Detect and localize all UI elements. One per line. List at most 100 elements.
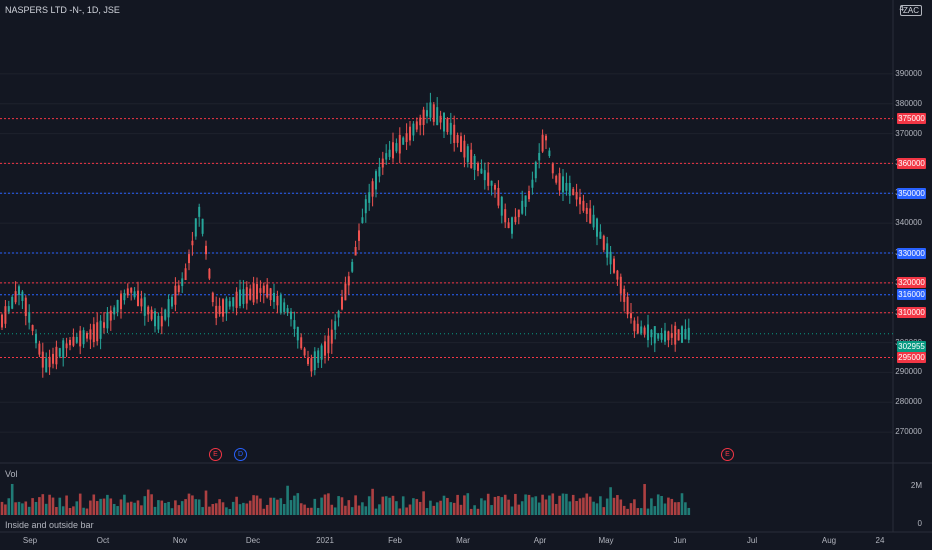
level-price-tag[interactable]: 360000 — [897, 157, 926, 169]
candle-body — [218, 305, 221, 315]
volume-bar — [197, 499, 201, 515]
candle-body — [483, 170, 486, 181]
volume-bar — [684, 502, 687, 515]
candle-body — [222, 299, 224, 317]
volume-bar — [293, 495, 296, 515]
candle-body — [558, 173, 561, 191]
volume-bar — [446, 497, 449, 515]
level-price-tag[interactable]: 350000 — [897, 187, 926, 199]
volume-bar — [157, 500, 160, 515]
candle-body — [79, 330, 82, 347]
volume-bar — [238, 504, 242, 515]
volume-bar — [303, 504, 306, 515]
volume-bar — [514, 493, 517, 515]
volume-bar — [82, 507, 85, 515]
time-tick: Feb — [388, 536, 402, 545]
volume-bar — [503, 494, 507, 515]
volume-bar — [442, 495, 446, 515]
currency-badge[interactable]: ZAC — [900, 5, 922, 16]
volume-bar — [667, 497, 670, 515]
candle-body — [494, 184, 496, 190]
candle-body — [211, 292, 214, 303]
volume-bar — [106, 494, 109, 515]
volume-bar — [510, 506, 514, 515]
candle-body — [21, 291, 24, 301]
candle-body — [592, 214, 595, 228]
time-tick: May — [598, 536, 614, 545]
candle-body — [643, 327, 646, 335]
volume-bar — [21, 503, 24, 515]
candle-body — [453, 124, 456, 143]
volume-bar — [507, 499, 510, 515]
volume-bar — [167, 501, 170, 515]
volume-bar — [592, 501, 595, 515]
volume-bar — [497, 496, 500, 515]
symbol-title[interactable]: NASPERS LTD -N-, 1D, JSE — [5, 5, 120, 15]
volume-bar — [27, 506, 31, 515]
candle-body — [361, 217, 364, 223]
level-price-tag[interactable]: 310000 — [897, 307, 926, 319]
volume-bar — [534, 496, 538, 515]
volume-bar — [262, 508, 266, 515]
candle-body — [31, 325, 34, 331]
volume-bar — [191, 495, 194, 515]
volume-bar — [554, 503, 558, 515]
volume-bar — [374, 508, 378, 515]
price-tick: 380000 — [895, 98, 922, 108]
candle-body — [174, 285, 177, 305]
volume-bar — [384, 496, 388, 515]
candle-body — [344, 283, 347, 301]
volume-bar — [123, 494, 126, 515]
volume-bar — [425, 508, 429, 515]
volume-bar — [58, 497, 62, 515]
volume-bar — [493, 496, 497, 515]
dividend-marker[interactable]: D — [234, 448, 247, 461]
candle-body — [154, 311, 156, 327]
volume-bar — [541, 494, 544, 515]
candle-body — [677, 329, 680, 341]
volume-bar — [643, 484, 646, 515]
volume-bar — [622, 505, 626, 515]
price-tick: 290000 — [895, 367, 922, 377]
volume-bar — [38, 497, 41, 515]
candle-body — [555, 175, 558, 183]
candle-body — [568, 182, 571, 196]
volume-bar — [602, 507, 606, 515]
volume-bar — [612, 497, 616, 515]
volume-bar — [432, 505, 436, 515]
candle-body — [381, 158, 384, 168]
volume-bar — [486, 493, 490, 515]
volume-bar — [337, 496, 340, 515]
candle-body — [514, 216, 517, 223]
level-price-tag[interactable]: 320000 — [897, 277, 926, 289]
volume-label[interactable]: Vol — [5, 469, 18, 479]
candle-body — [436, 107, 439, 126]
earnings-marker[interactable]: E — [209, 448, 222, 461]
candle-body — [415, 121, 418, 130]
candle-body — [86, 333, 88, 339]
level-price-tag[interactable]: 330000 — [897, 247, 926, 259]
earnings-marker[interactable]: E — [721, 448, 734, 461]
candle-body — [307, 358, 309, 365]
time-tick: Jun — [673, 536, 687, 545]
level-price-tag[interactable]: 295000 — [897, 352, 926, 363]
candle-body — [198, 206, 201, 217]
candle-body — [171, 296, 173, 307]
candle-body — [45, 358, 48, 373]
level-price-tag[interactable]: 316000 — [897, 289, 926, 301]
indicator-label[interactable]: Inside and outside bar — [5, 520, 94, 530]
candle-body — [545, 135, 547, 141]
level-price-tag[interactable]: 375000 — [897, 113, 926, 125]
candle-body — [11, 296, 14, 309]
volume-bar — [320, 497, 323, 515]
candle-body — [579, 197, 581, 205]
candle-body — [14, 291, 17, 303]
volume-bar — [214, 503, 218, 515]
volume-bar — [269, 497, 272, 515]
candle-body — [623, 288, 626, 302]
candle-body — [439, 115, 442, 123]
time-tick: Sep — [22, 536, 38, 545]
volume-bar — [150, 494, 153, 515]
candle-body — [313, 351, 316, 371]
